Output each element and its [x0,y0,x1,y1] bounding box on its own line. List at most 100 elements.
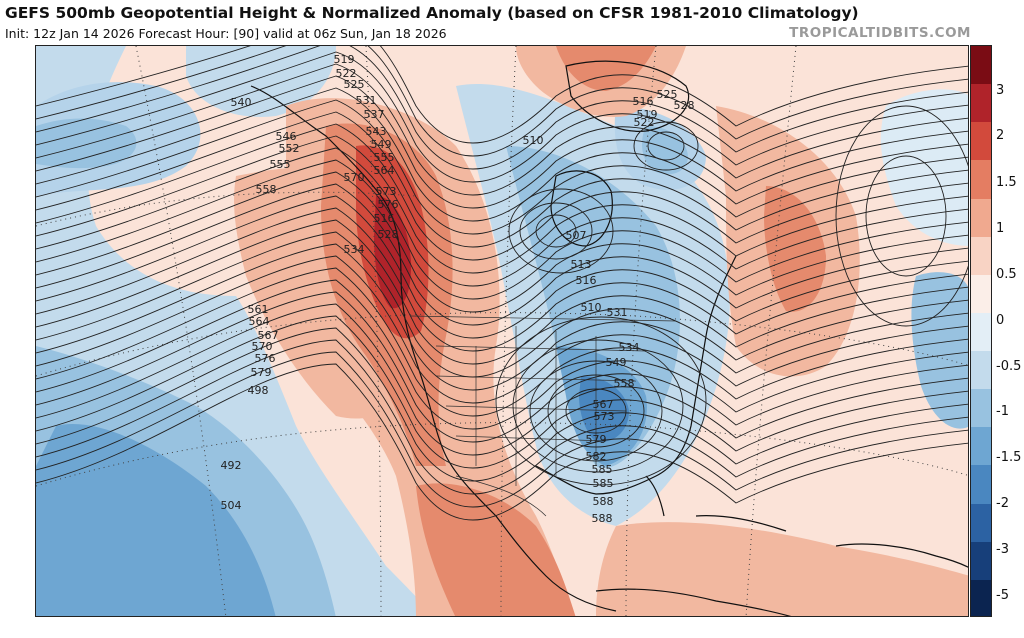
colorbar-segment [971,312,991,351]
colorbar-tick-label: 2 [996,128,1005,143]
colorbar-tick-label: -2 [996,496,1009,511]
height-contour [36,243,968,391]
colorbar-tick-label: 1.5 [996,175,1017,190]
map-canvas: 5195225255315375435495555645705735765165… [36,46,968,616]
height-contour [36,351,968,508]
mexico-positive [416,483,576,616]
contour-label: 564 [374,164,395,177]
height-contour [36,183,968,326]
contour-label: 564 [249,315,270,328]
height-contour [36,255,968,404]
colorbar-tick-label: -5 [996,588,1009,603]
hudson-bay [550,170,613,247]
height-contour [36,75,968,209]
contour-label: 561 [248,303,269,316]
aleutian-negative-core [36,118,137,169]
watermark: TROPICALTIDBITS.COM [789,25,971,41]
contour-label: 519 [334,53,355,66]
contour-label: 576 [255,352,276,365]
pacific-negative-core2 [36,424,276,616]
contour-label: 525 [657,88,678,101]
contour-label: 555 [374,151,395,164]
height-contour [36,327,968,482]
colorbar-segment [971,198,991,237]
contour-label: 528 [378,228,399,241]
anomaly-shading [36,46,968,616]
height-contour [36,63,968,196]
contour-label: 552 [279,142,300,155]
south-america [835,543,968,568]
low-contour [508,188,614,274]
contour-label: 558 [614,377,635,390]
low-contour [512,339,684,473]
contour-label: 588 [593,495,614,508]
contour-label: 522 [336,67,357,80]
contour-label: 492 [221,459,242,472]
contour-label: 525 [344,78,365,91]
contour-label: 582 [586,450,607,463]
height-contour [36,207,968,352]
arctic-positive-core [556,46,656,91]
contour-label: 510 [581,301,602,314]
height-contour [36,303,968,456]
contour-label: 522 [634,116,655,129]
contour-label: 510 [523,134,544,147]
colorbar-tick-label: 0 [996,313,1005,328]
contour-label: 531 [356,94,377,107]
chart-subtitle: Init: 12z Jan 14 2026 Forecast Hour: [90… [5,26,447,41]
contour-label: 570 [344,171,365,184]
colorbar-segment [971,389,991,428]
contour-label: 555 [270,158,291,171]
colorbar-segment [971,236,991,275]
height-contour [36,315,968,469]
height-contour [36,171,968,313]
colorbar-segment [971,541,991,580]
contour-label: 573 [376,185,397,198]
colorbar-tick-label: -3 [996,542,1009,557]
low-contour [519,202,593,260]
low-contour [633,121,699,171]
contour-label: 570 [252,340,273,353]
contour-label: 579 [586,433,607,446]
colorbar-segment [971,46,991,85]
gulf-coast [535,255,737,495]
contour-label: 516 [633,95,654,108]
colorbar-segment [971,579,991,616]
north-america-coast [250,85,617,612]
height-contour [36,363,968,521]
contour-label: 516 [576,274,597,287]
contour-label: 558 [256,183,277,196]
chart-title: GEFS 500mb Geopotential Height & Normali… [5,4,859,22]
height-contour [36,231,968,378]
low-contour [529,360,663,462]
low-contour [565,388,627,434]
contour-label: 546 [276,130,297,143]
map-panel: 519 522 525 531 537 543 549 555 564 570 573 576 516 5… [35,45,969,617]
cuba [695,515,787,532]
low-contour [535,214,577,248]
height-contour [36,111,968,248]
contour-label: 549 [606,356,627,369]
height-contour [36,147,968,287]
colorbar-segment [971,465,991,504]
west-ridge-max [374,196,412,309]
contour-label: 585 [592,463,613,476]
high-contour [835,105,968,327]
contour-labels: 5195225255315375435495555645705735765165… [221,53,695,525]
colorbar-segment [971,160,991,199]
colorbar-tick-label: -1.5 [996,450,1022,465]
colorbar-segment [971,351,991,390]
central-america [595,588,792,616]
contour-label: 519 [637,108,658,121]
contour-label: 540 [231,96,252,109]
contour-label: 549 [371,138,392,151]
colorbar-tick-label: 1 [996,221,1005,236]
contour-label: 567 [258,329,279,342]
colorbar-tick-label: -1 [996,404,1009,419]
florida [645,475,665,517]
contour-label: 588 [592,512,613,525]
height-contour [36,135,968,274]
height-contour [36,195,968,339]
height-contour [36,291,968,443]
height-contour [36,51,968,183]
